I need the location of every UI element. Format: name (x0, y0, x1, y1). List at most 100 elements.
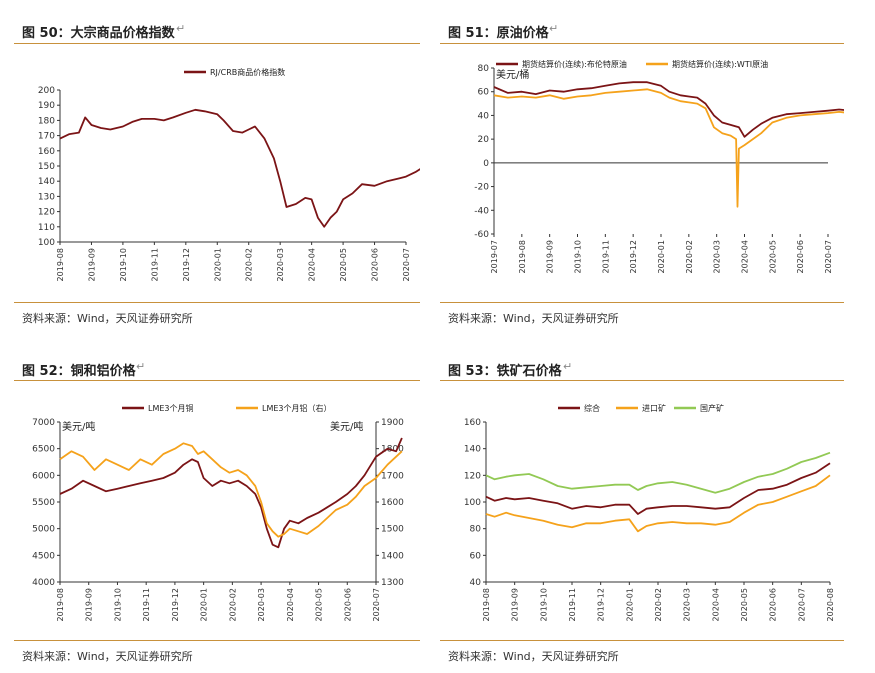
iron-ore-chart: 40 60 80 100 120 140 160 2019-08 2019-09 2019-10 2… (464, 403, 835, 621)
y-tick-label: 190 (38, 101, 55, 111)
x-tick-label: 2020-02 (654, 588, 663, 621)
x-tick-label: 2019-09 (87, 248, 96, 281)
x-tick-label: 2019-10 (539, 588, 548, 621)
x-tick-label: 2019-08 (56, 588, 65, 621)
x-tick-label: 2020-07 (824, 240, 833, 273)
legend-label: 国产矿 (700, 403, 724, 413)
y-tick-label: 170 (38, 132, 55, 142)
x-tick-label: 2020-03 (276, 248, 285, 281)
y-tick-label: 150 (38, 162, 55, 172)
x-tick-label: 2019-07 (490, 240, 499, 273)
y-tick-label: 60 (470, 551, 482, 561)
y-tick-label: -20 (474, 183, 489, 193)
x-tick-label: 2019-12 (629, 240, 638, 273)
series-line (485, 462, 831, 515)
title-rule (14, 43, 420, 44)
y-unit-right-label: 美元/吨 (330, 420, 363, 433)
x-tick-label: 2020-02 (228, 588, 237, 621)
y-tick-label: -40 (474, 206, 489, 216)
x-tick-label: 2020-03 (683, 588, 692, 621)
y-tick-label: 20 (478, 135, 490, 145)
legend-label: 期货结算价(连续):布伦特原油 (522, 59, 627, 69)
return-mark: ↵ (136, 360, 146, 373)
x-tick-label: 2019-11 (568, 588, 577, 621)
x-tick-label: 2019-08 (518, 240, 527, 273)
title-rule (440, 380, 844, 381)
y-tick-label: 160 (38, 147, 55, 157)
series-line (493, 88, 844, 208)
series-line (493, 81, 844, 138)
y-tick-label-right: 1400 (381, 551, 404, 561)
x-tick-label: 2020-03 (257, 588, 266, 621)
x-tick-label: 2019-09 (546, 240, 555, 273)
y-tick-label: 180 (38, 116, 55, 126)
x-tick-label: 2020-06 (371, 248, 380, 281)
series-line (59, 437, 403, 549)
x-tick-label: 2020-03 (713, 240, 722, 273)
legend-label: LME3个月铝（右） (262, 403, 332, 413)
copper-aluminum-chart: 4000 4500 5000 5500 6000 6500 7000 1300 1400 1500… (32, 403, 404, 621)
x-tick-label: 2019-11 (150, 248, 159, 281)
x-tick-label: 2019-08 (482, 588, 491, 621)
y-tick-label: 80 (470, 525, 482, 535)
return-mark: ↵ (176, 22, 186, 35)
x-tick-label: 2019-10 (119, 248, 128, 281)
x-tick-label: 2020-07 (402, 248, 411, 281)
y-tick-label-right: 1600 (381, 498, 404, 508)
y-tick-label: 120 (464, 471, 481, 481)
x-tick-label: 2020-05 (768, 240, 777, 273)
x-tick-label: 2020-01 (625, 588, 634, 621)
y-tick-label: 4500 (32, 551, 55, 561)
x-tick-label: 2020-04 (711, 588, 720, 621)
y-tick-label: 160 (464, 418, 481, 428)
y-tick-label: 6000 (32, 471, 55, 481)
y-tick-label-right: 1300 (381, 578, 404, 588)
chart-source: 资料来源：Wind，天风证券研究所 (448, 312, 619, 325)
y-tick-label: 110 (38, 223, 55, 233)
x-tick-label: 2020-08 (826, 588, 835, 621)
chart-source: 资料来源：Wind，天风证券研究所 (448, 650, 619, 663)
x-tick-label: 2019-10 (113, 588, 122, 621)
x-tick-label: 2020-02 (245, 248, 254, 281)
series-line (485, 451, 831, 494)
chart-title: 图 52：铜和铝价格 (22, 364, 136, 379)
legend-label: 综合 (584, 403, 600, 413)
chart-source: 资料来源：Wind，天风证券研究所 (22, 312, 193, 325)
y-tick-label: 200 (38, 86, 55, 96)
y-tick-label: 4000 (32, 578, 55, 588)
x-tick-label: 2019-11 (142, 588, 151, 621)
x-tick-label: 2020-01 (200, 588, 209, 621)
x-tick-label: 2019-12 (182, 248, 191, 281)
y-tick-label: 130 (38, 192, 55, 202)
x-tick-label: 2019-11 (601, 240, 610, 273)
y-tick-label: 100 (38, 238, 55, 248)
y-tick-label: 5000 (32, 525, 55, 535)
x-tick-label: 2020-04 (741, 240, 750, 273)
y-unit-left-label: 美元/吨 (62, 420, 95, 433)
source-rule (440, 302, 844, 303)
y-tick-label: 6500 (32, 445, 55, 455)
return-mark: ↵ (563, 360, 573, 373)
x-tick-label: 2020-05 (315, 588, 324, 621)
y-tick-label-right: 1700 (381, 471, 404, 481)
x-tick-label: 2020-06 (796, 240, 805, 273)
y-tick-label: -60 (474, 230, 489, 240)
y-tick-label: 5500 (32, 498, 55, 508)
legend-label: RJ/CRB商品价格指数 (210, 67, 285, 77)
x-tick-label: 2020-02 (685, 240, 694, 273)
x-tick-label: 2020-01 (213, 248, 222, 281)
x-tick-label: 2019-12 (171, 588, 180, 621)
x-tick-label: 2020-07 (797, 588, 806, 621)
series-line (59, 442, 403, 538)
x-tick-label: 2019-09 (511, 588, 520, 621)
x-tick-label: 2019-10 (574, 240, 583, 273)
series-line (59, 108, 420, 228)
y-unit-label: 美元/桶 (496, 68, 529, 81)
chart-source: 资料来源：Wind，天风证券研究所 (22, 650, 193, 663)
y-tick-label: 120 (38, 208, 55, 218)
legend-label: LME3个月铜 (148, 403, 194, 413)
y-tick-label: 80 (478, 64, 490, 74)
x-tick-label: 2020-04 (308, 248, 317, 281)
y-tick-label: 40 (470, 578, 482, 588)
chart-title: 图 51：原油价格 (448, 26, 549, 41)
